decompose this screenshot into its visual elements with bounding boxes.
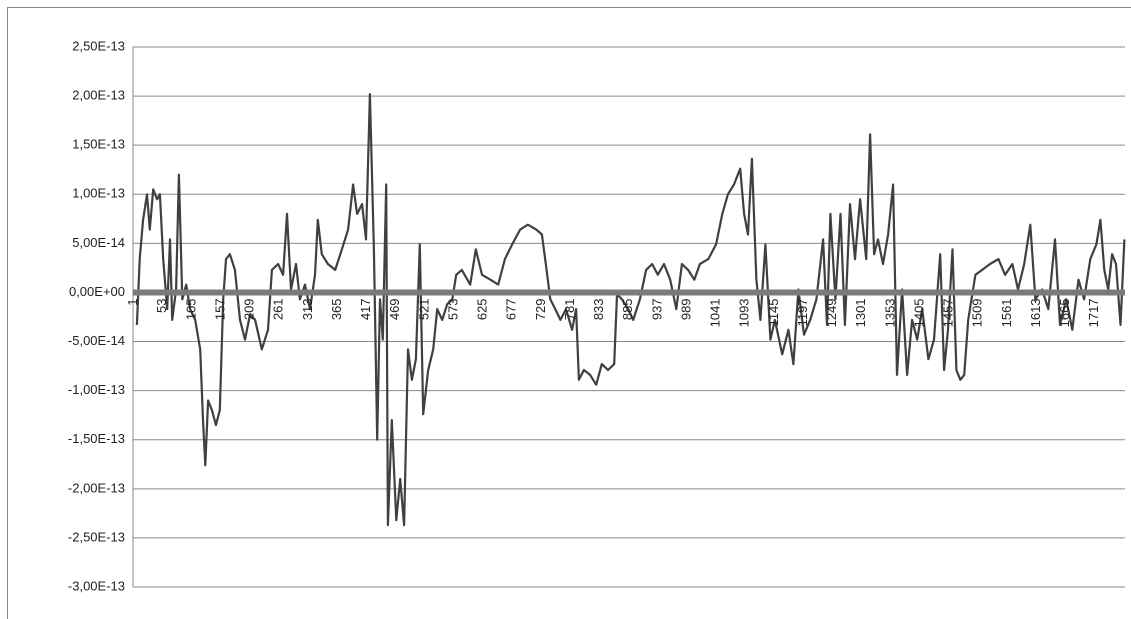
x-tick-label: 729 (533, 298, 548, 320)
y-tick-label: -5,00E-14 (68, 333, 125, 348)
x-tick-label: 937 (649, 298, 664, 320)
x-tick-label: 573 (445, 298, 460, 320)
x-tick-label: 209 (242, 298, 257, 320)
x-tick-label: 1717 (1086, 298, 1101, 327)
x-tick-label: 1561 (999, 298, 1014, 327)
x-tick-label: 105 (183, 298, 198, 320)
y-tick-label: 1,00E-13 (72, 186, 125, 201)
x-tick-label: 469 (387, 298, 402, 320)
x-tick-label: 1353 (882, 298, 897, 327)
x-tick-label: 1509 (970, 298, 985, 327)
x-tick-label: 1301 (853, 298, 868, 327)
x-tick-label: 53 (154, 298, 169, 312)
x-tick-label: 1041 (708, 298, 723, 327)
x-tick-label: 521 (416, 298, 431, 320)
x-tick-label: 1665 (1057, 298, 1072, 327)
x-tick-label: 833 (591, 298, 606, 320)
y-tick-label: 2,00E-13 (72, 88, 125, 103)
x-tick-label: 1 (125, 298, 140, 305)
x-tick-label: 261 (271, 298, 286, 320)
x-tick-label: 157 (212, 298, 227, 320)
y-tick-label: 5,00E-14 (72, 235, 125, 250)
chart-border (7, 7, 1131, 619)
x-tick-label: 365 (329, 298, 344, 320)
x-tick-label: 1613 (1028, 298, 1043, 327)
x-tick-label: 677 (504, 298, 519, 320)
x-tick-label: 1405 (911, 298, 926, 327)
x-tick-label: 781 (562, 298, 577, 320)
y-tick-label: -1,00E-13 (68, 382, 125, 397)
x-tick-label: 1093 (737, 298, 752, 327)
x-tick-label: 989 (678, 298, 693, 320)
x-tick-label: 625 (475, 298, 490, 320)
y-tick-label: 0,00E+00 (69, 284, 125, 299)
x-tick-label: 1249 (824, 298, 839, 327)
series-line (135, 93, 1126, 527)
x-tick-label: 1457 (941, 298, 956, 327)
y-tick-label: 1,50E-13 (72, 137, 125, 152)
x-tick-label: 885 (620, 298, 635, 320)
y-tick-label: -2,50E-13 (68, 529, 125, 544)
x-tick-label: 417 (358, 298, 373, 320)
x-tick-label: 1197 (795, 298, 810, 326)
y-tick-label: -2,00E-13 (68, 480, 125, 495)
y-tick-label: -3,00E-13 (68, 578, 125, 593)
y-tick-label: 2,50E-13 (72, 38, 125, 53)
x-tick-label: 1145 (766, 298, 781, 326)
x-tick-label: 313 (300, 298, 315, 320)
y-tick-label: -1,50E-13 (68, 431, 125, 446)
